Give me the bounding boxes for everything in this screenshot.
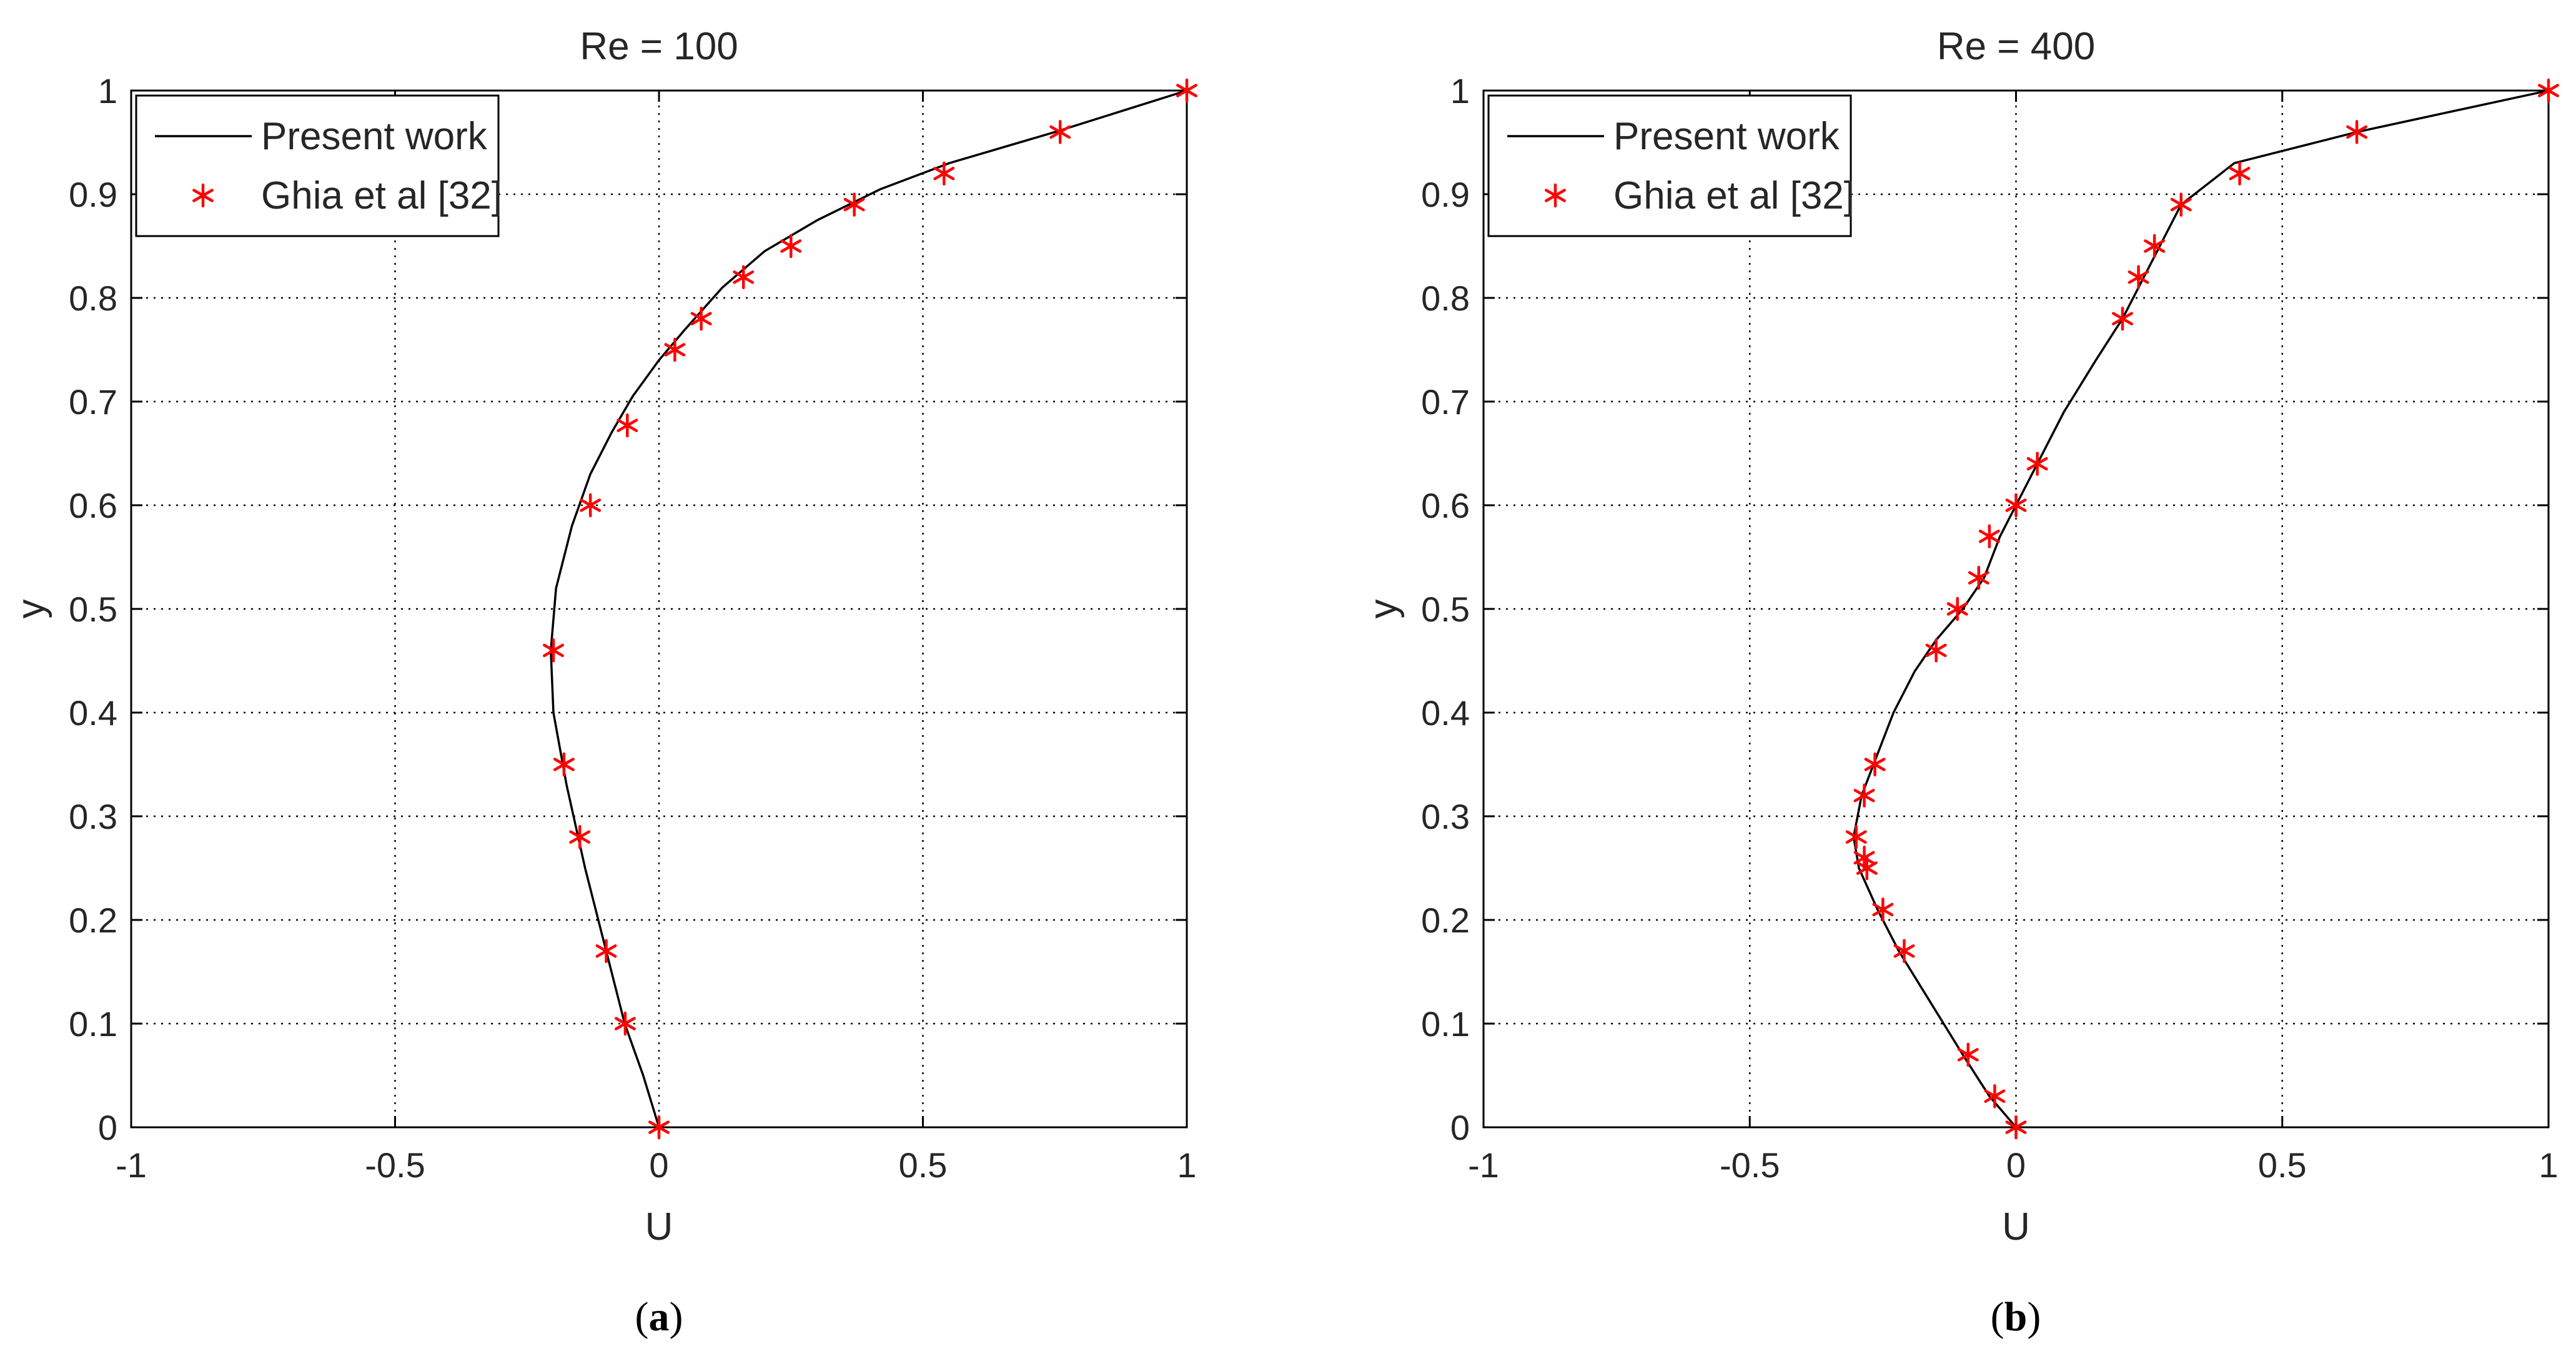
y-tick-label: 0.4 bbox=[69, 693, 117, 733]
y-tick-label: 0.7 bbox=[1421, 382, 1470, 422]
data-point-ghia bbox=[2005, 1115, 2027, 1140]
data-point-ghia bbox=[933, 161, 955, 186]
data-point-ghia bbox=[2229, 161, 2251, 186]
y-axis-label: y bbox=[1362, 600, 1405, 619]
data-point-ghia bbox=[2128, 265, 2149, 290]
x-tick-label: 1 bbox=[1177, 1145, 1196, 1185]
legend-box bbox=[135, 94, 500, 237]
x-tick-label: 1 bbox=[2539, 1145, 2558, 1185]
legend-entry-present-work: Present work bbox=[261, 115, 488, 158]
data-point-ghia bbox=[780, 234, 802, 259]
data-point-ghia bbox=[1984, 1084, 2006, 1109]
y-tick-label: 0.1 bbox=[1421, 1004, 1470, 1044]
data-point-ghia bbox=[617, 413, 638, 438]
chart-panel-2: -1 -0.5 0 0.5 1 0 0.1 0.2 0.3 0.4 0.5 0.6 0.7 0.8 0.9 1… bbox=[1362, 25, 2559, 1248]
data-point-ghia bbox=[1925, 638, 1947, 663]
x-tick-label: -0.5 bbox=[365, 1145, 425, 1185]
data-point-ghia bbox=[1872, 897, 1894, 922]
y-tick-label: 0 bbox=[1450, 1108, 1470, 1147]
data-point-ghia bbox=[1853, 846, 1875, 870]
y-tick-label: 1 bbox=[1450, 71, 1470, 111]
y-tick-label: 0.6 bbox=[1421, 486, 1470, 525]
data-point-ghia bbox=[1845, 824, 1867, 849]
data-point-ghia bbox=[2170, 192, 2192, 217]
legend-entry-ghia: Ghia et al [32] bbox=[261, 174, 502, 217]
chart-title: Re = 100 bbox=[580, 25, 738, 68]
data-point-ghia bbox=[1864, 752, 1886, 777]
data-point-ghia bbox=[648, 1115, 670, 1140]
panel-label: (a) bbox=[635, 1294, 683, 1340]
legend-entry-present-work: Present work bbox=[1613, 115, 1840, 158]
y-tick-label: 0.4 bbox=[1421, 693, 1470, 733]
x-tick-label: 0 bbox=[649, 1145, 668, 1185]
data-point-ghia bbox=[595, 939, 617, 964]
y-tick-label: 0.8 bbox=[1421, 279, 1470, 318]
data-point-ghia bbox=[2538, 78, 2559, 103]
y-tick-label: 0.9 bbox=[1421, 175, 1470, 214]
x-tick-label: 0 bbox=[2006, 1145, 2026, 1185]
y-tick-label: 0.3 bbox=[1421, 797, 1470, 836]
y-axis-label: y bbox=[9, 600, 52, 619]
legend-box bbox=[1487, 94, 1852, 237]
y-tick-label: 0.1 bbox=[69, 1004, 117, 1044]
data-point-ghia bbox=[1853, 783, 1875, 808]
data-point-ghia bbox=[1856, 856, 1878, 881]
data-point-ghia bbox=[1893, 939, 1915, 964]
x-tick-label: -1 bbox=[116, 1145, 147, 1185]
y-tick-label: 0.7 bbox=[69, 382, 117, 422]
data-point-ghia bbox=[2346, 120, 2368, 144]
y-tick-label: 0.3 bbox=[69, 797, 117, 836]
data-point-ghia bbox=[733, 265, 755, 290]
x-tick-label: 0.5 bbox=[899, 1145, 948, 1185]
data-point-ghia bbox=[2026, 452, 2048, 476]
legend: Present work Ghia et al [32] bbox=[135, 94, 502, 237]
panel-label: (b) bbox=[1991, 1294, 2041, 1340]
chart-title: Re = 400 bbox=[1937, 25, 2095, 68]
x-tick-label: 0.5 bbox=[2258, 1145, 2307, 1185]
data-point-ghia bbox=[2144, 234, 2166, 259]
data-point-ghia bbox=[1946, 596, 1968, 621]
chart-panel-1: -1 -0.5 0 0.5 1 0 0.1 0.2 0.3 0.4 0.5 0.6 0.7 0.8 0.9 1… bbox=[9, 25, 1197, 1248]
y-tick-label: 0.9 bbox=[69, 175, 117, 214]
data-point-ghia bbox=[1978, 524, 2000, 549]
y-tick-label: 0.2 bbox=[1421, 901, 1470, 940]
y-tick-label: 0.8 bbox=[69, 279, 117, 318]
data-point-ghia bbox=[843, 192, 865, 217]
data-point-ghia bbox=[614, 1011, 636, 1036]
data-point-ghia bbox=[1968, 565, 1989, 590]
x-axis-label: U bbox=[645, 1205, 673, 1248]
data-point-ghia bbox=[553, 752, 575, 777]
legend-entry-ghia: Ghia et al [32] bbox=[1613, 174, 1855, 217]
y-tick-label: 0.5 bbox=[69, 590, 117, 629]
data-point-ghia bbox=[2112, 306, 2133, 331]
series-line-present-work bbox=[550, 89, 1187, 1128]
x-axis-label: U bbox=[2002, 1205, 2030, 1248]
y-tick-label: 0 bbox=[98, 1108, 117, 1147]
data-point-ghia bbox=[1957, 1042, 1979, 1067]
data-point-ghia bbox=[2005, 493, 2027, 518]
data-point-ghia bbox=[569, 824, 591, 849]
data-point-ghia bbox=[690, 306, 712, 331]
y-tick-label: 1 bbox=[98, 71, 117, 111]
legend: Present work Ghia et al [32] bbox=[1487, 94, 1855, 237]
data-point-ghia bbox=[543, 638, 564, 663]
legend-marker-swatch bbox=[192, 183, 214, 208]
x-tick-label: -0.5 bbox=[1720, 1145, 1780, 1185]
legend-marker-swatch bbox=[1545, 183, 1566, 208]
y-tick-label: 0.6 bbox=[69, 486, 117, 525]
x-tick-label: -1 bbox=[1468, 1145, 1499, 1185]
data-point-ghia bbox=[664, 337, 686, 362]
data-point-ghia bbox=[1176, 78, 1197, 103]
data-point-ghia bbox=[1049, 120, 1071, 144]
y-tick-label: 0.2 bbox=[69, 901, 117, 940]
y-tick-label: 0.5 bbox=[1421, 590, 1470, 629]
data-point-ghia bbox=[580, 493, 602, 518]
